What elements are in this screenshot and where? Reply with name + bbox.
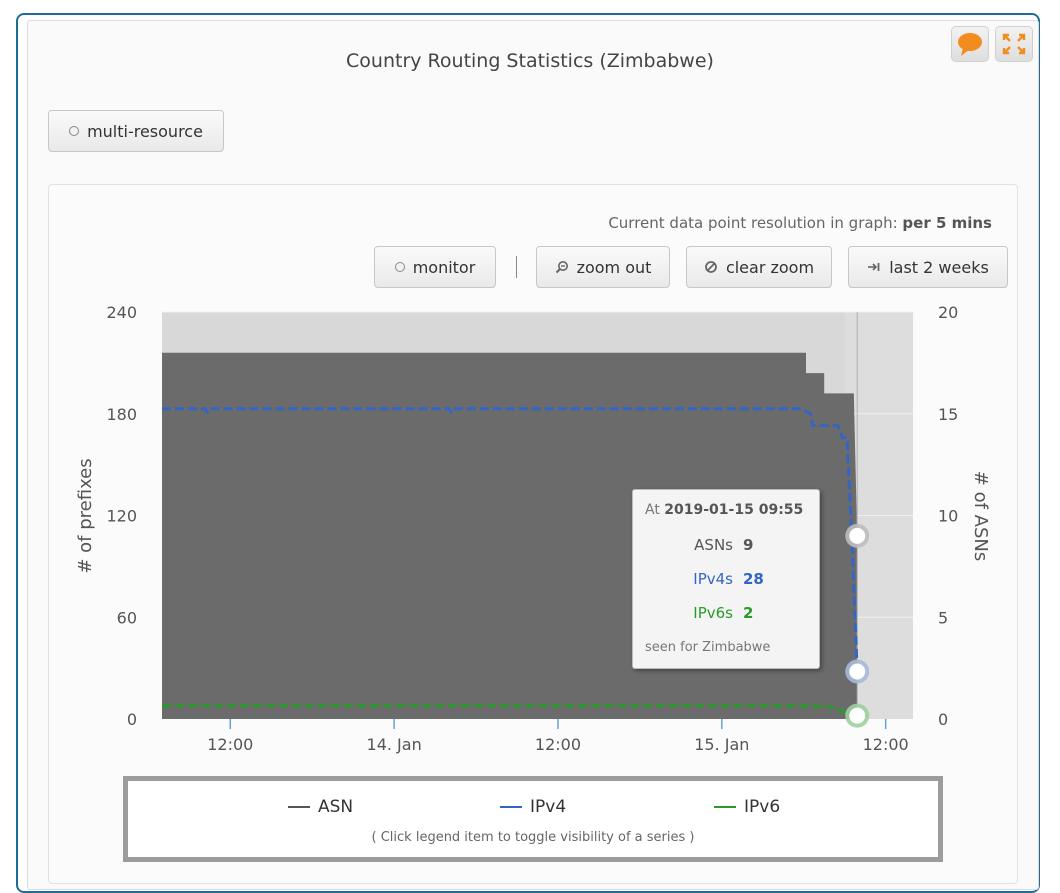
y-left-tick-label: 120: [106, 507, 137, 526]
expand-icon: [1002, 33, 1026, 55]
y-right-tick-label: 0: [938, 710, 948, 729]
x-tick-label: 14. Jan: [367, 735, 422, 754]
legend-swatch-ipv4: [500, 806, 522, 808]
legend-swatch-asn: [288, 806, 310, 808]
y-right-tick-label: 20: [938, 303, 958, 322]
ipv6-line: [162, 703, 858, 718]
y-right-axis-label: # of ASNs: [970, 471, 991, 561]
skip-end-icon: [868, 263, 880, 271]
marker-ipv4: [849, 663, 866, 680]
y-right-tick-label: 15: [938, 405, 958, 424]
tooltip-row-label: ASNs: [694, 536, 733, 554]
circle-icon: [394, 262, 405, 272]
circle-icon: [69, 126, 80, 136]
x-tick-label: 15. Jan: [694, 735, 749, 754]
hover-markers: [845, 523, 870, 728]
tooltip-row-label: IPv6s: [693, 604, 733, 622]
speech-bubble-icon: [958, 33, 982, 56]
x-ticks: 12:00 14. Jan 12:00 15. Jan 12:00: [207, 719, 909, 754]
tooltip-row-value: 2: [743, 604, 754, 622]
comment-button[interactable]: [951, 26, 989, 62]
legend-item-asn[interactable]: ASN: [288, 797, 353, 817]
resolution-info: Current data point resolution in graph: …: [608, 214, 992, 232]
legend-item-ipv6[interactable]: IPv6: [714, 797, 780, 817]
clear-zoom-button[interactable]: clear zoom: [686, 246, 832, 288]
tooltip-row-label: IPv4s: [693, 570, 733, 588]
legend-hint: ( Click legend item to toggle visibility…: [371, 830, 695, 845]
marker-ipv6: [849, 707, 866, 724]
y-right-tick-label: 10: [938, 507, 958, 526]
toolbar-divider: [516, 256, 517, 278]
tooltip-footer: seen for Zimbabwe: [645, 640, 771, 655]
tooltip-header: At 2019-01-15 09:55: [645, 502, 804, 518]
tooltip-row-value: 9: [743, 536, 754, 554]
y-left-tick-label: 60: [117, 608, 137, 627]
y-left-ticks: 0 60 120 180 240: [106, 303, 137, 729]
x-tick-label: 12:00: [863, 735, 909, 754]
magnifier-icon: [555, 261, 568, 274]
x-tick-label: 12:00: [535, 735, 581, 754]
y-right-tick-label: 5: [938, 608, 948, 627]
marker-asn: [849, 527, 866, 544]
y-left-tick-label: 180: [106, 405, 137, 424]
y-left-tick-label: 0: [127, 710, 137, 729]
page-title: Country Routing Statistics (Zimbabwe): [346, 50, 714, 72]
fullscreen-button[interactable]: [995, 26, 1033, 62]
ban-icon: [705, 261, 717, 273]
chart-legend: ASN IPv4 IPv6 ( Click legend item to tog…: [123, 776, 943, 862]
y-left-axis-label: # of prefixes: [75, 458, 96, 573]
x-tick-label: 12:00: [207, 735, 253, 754]
last-2-weeks-button[interactable]: last 2 weeks: [848, 246, 1008, 288]
zoom-out-button[interactable]: zoom out: [536, 246, 670, 288]
legend-item-ipv4[interactable]: IPv4: [500, 797, 566, 817]
legend-swatch-ipv6: [714, 806, 736, 808]
monitor-button[interactable]: monitor: [374, 246, 496, 288]
chart-tooltip: At 2019-01-15 09:55 ASNs 9 IPv4s 28 IPv6s 2 s…: [632, 489, 820, 669]
tooltip-row-value: 28: [743, 570, 764, 588]
y-right-ticks: 0 5 10 15 20: [938, 303, 958, 729]
multi-resource-button[interactable]: multi-resource: [48, 110, 224, 152]
y-left-tick-label: 240: [106, 303, 137, 322]
ipv4-line: [162, 407, 859, 672]
